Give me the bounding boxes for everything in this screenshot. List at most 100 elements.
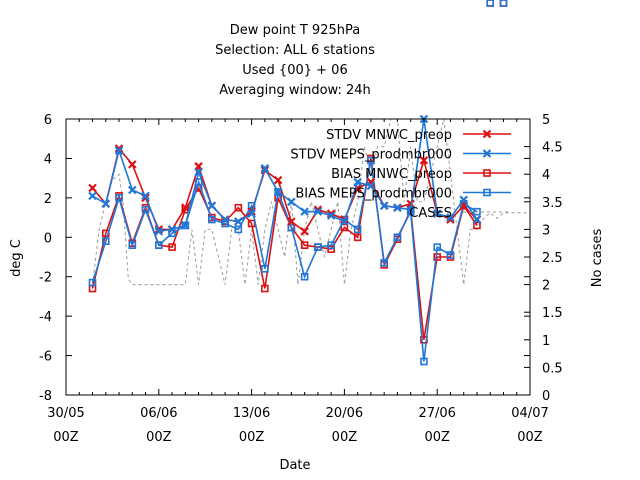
x-tick-hour-label: 00Z xyxy=(517,430,543,445)
y-tick-label: -6 xyxy=(39,350,52,365)
data-point xyxy=(115,194,123,202)
data-point xyxy=(300,241,309,249)
x-tick-hour-label: 00Z xyxy=(424,430,450,445)
data-point xyxy=(220,215,230,224)
data-point xyxy=(433,243,442,251)
title-line-1: Dew point T 925hPa xyxy=(230,23,360,38)
series-bias-meps-prodmbr000 xyxy=(88,0,508,366)
data-point xyxy=(486,0,495,7)
data-point xyxy=(247,209,256,218)
data-point xyxy=(314,243,322,251)
x-tick-date-label: 30/05 xyxy=(47,406,84,421)
data-point xyxy=(473,207,481,216)
data-point xyxy=(194,167,203,177)
y-tick-label: 4 xyxy=(44,152,52,167)
data-point xyxy=(459,195,468,205)
x-tick-hour-label: 00Z xyxy=(53,430,79,445)
data-point xyxy=(167,225,177,234)
data-point xyxy=(273,187,283,197)
y2-axis: 5 4.5 4 3.5 3 2.5 2 1.5 1 0.5 0 xyxy=(524,113,563,404)
legend-label: STDV MNWC_preop xyxy=(326,128,452,143)
y2-tick-label: 3 xyxy=(542,223,550,238)
y2-tick-label: 3.5 xyxy=(542,196,563,211)
y-tick-label: -8 xyxy=(39,389,52,404)
y-tick-label: 6 xyxy=(44,113,52,128)
y2-tick-label: 4 xyxy=(542,168,550,183)
x-tick-date-label: 27/06 xyxy=(418,406,455,421)
y2-tick-label: 1 xyxy=(542,334,550,349)
chart-title: Dew point T 925hPa Selection: ALL 6 stati… xyxy=(215,23,375,98)
x-axis: 30/05 00Z 06/06 00Z 13/06 00Z 20/06 00Z 27/06 00Z… xyxy=(47,119,549,445)
data-point xyxy=(327,245,335,253)
data-point xyxy=(234,203,243,212)
data-point xyxy=(367,156,375,165)
y2-tick-label: 2 xyxy=(542,279,550,294)
x-tick-date-label: 13/06 xyxy=(233,406,270,421)
data-point xyxy=(393,233,402,242)
y2-axis-label: No cases xyxy=(590,229,605,288)
x-tick-hour-label: 00Z xyxy=(239,430,265,445)
data-point xyxy=(101,199,111,209)
data-point xyxy=(181,221,190,230)
data-point xyxy=(472,215,482,224)
title-line-2: Selection: ALL 6 stations xyxy=(215,43,375,58)
y2-tick-label: 5 xyxy=(542,113,550,128)
x-tick-hour-label: 00Z xyxy=(332,430,358,445)
data-point xyxy=(420,357,428,366)
y2-tick-label: 0 xyxy=(542,389,550,404)
legend-label: BIAS MNWC_preop xyxy=(331,167,452,182)
data-point xyxy=(300,227,309,236)
y2-tick-label: 4.5 xyxy=(542,141,563,156)
x-tick-date-label: 06/06 xyxy=(140,406,177,421)
data-point xyxy=(261,284,269,293)
legend-marker xyxy=(483,169,491,177)
series-line xyxy=(91,160,478,362)
legend-label: CASES xyxy=(409,206,452,221)
y-axis-label: deg C xyxy=(9,239,24,277)
data-point xyxy=(181,203,190,212)
data-point xyxy=(128,160,137,169)
data-point xyxy=(234,217,243,226)
data-point xyxy=(326,211,336,220)
data-series xyxy=(88,0,508,366)
x-tick-date-label: 04/07 xyxy=(511,406,548,421)
data-point xyxy=(446,213,455,222)
data-point xyxy=(327,241,335,249)
data-point xyxy=(300,207,309,216)
data-point xyxy=(128,241,137,249)
data-point xyxy=(168,243,176,251)
data-point xyxy=(155,241,163,249)
data-point xyxy=(128,185,137,195)
series-stdv-meps-prodmbr000 xyxy=(88,116,482,236)
data-point xyxy=(88,191,97,201)
data-point xyxy=(287,223,296,232)
data-point xyxy=(101,237,110,246)
data-point xyxy=(340,217,349,226)
data-point xyxy=(353,233,362,242)
legend-marker xyxy=(482,149,492,158)
data-point xyxy=(473,221,481,230)
y-tick-label: -4 xyxy=(39,310,52,325)
legend-marker xyxy=(483,188,491,197)
x-axis-label: Date xyxy=(279,458,310,473)
data-point xyxy=(432,209,442,218)
data-point xyxy=(88,183,97,193)
data-point xyxy=(261,265,269,273)
series-line xyxy=(92,118,478,233)
data-point xyxy=(208,215,216,224)
legend-label: STDV MEPS_prodmbr000 xyxy=(290,148,452,163)
data-point xyxy=(287,197,296,207)
data-point xyxy=(273,175,283,185)
data-point xyxy=(340,223,349,232)
legend-label: BIAS MEPS_prodmbr000 xyxy=(295,187,452,202)
y2-tick-label: 1.5 xyxy=(542,306,563,321)
data-point xyxy=(234,225,243,234)
data-point xyxy=(313,207,323,216)
y-tick-label: -2 xyxy=(39,271,52,286)
data-point xyxy=(154,227,164,236)
data-point xyxy=(207,201,217,211)
y2-tick-label: 0.5 xyxy=(542,361,563,376)
data-point xyxy=(300,272,309,281)
data-point xyxy=(141,191,150,201)
